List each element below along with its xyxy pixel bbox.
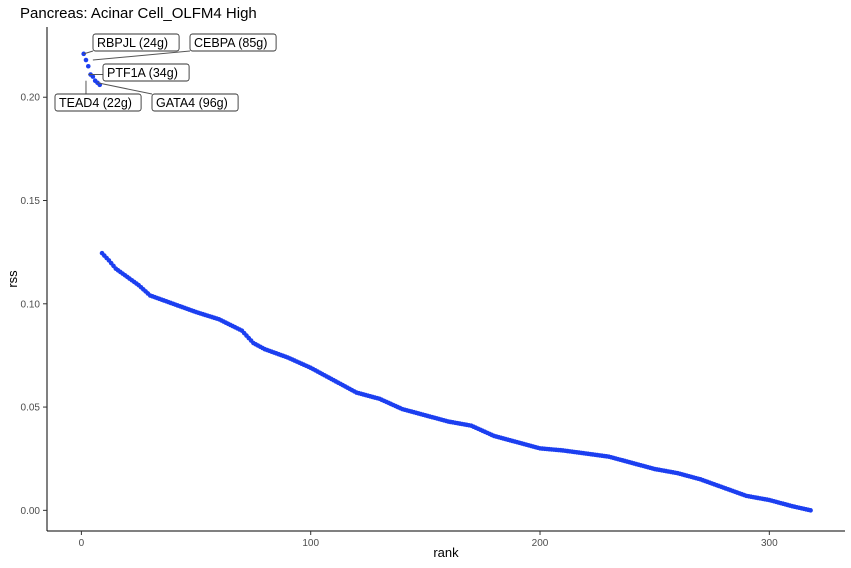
- callout-box: [92, 33, 180, 52]
- chart-title: Pancreas: Acinar Cell_OLFM4 High: [20, 5, 257, 22]
- x-tick-label: 200: [532, 538, 549, 549]
- callout-labels: RBPJL (24g) CEBPA (85g) PTF1A (34g) TEAD4 (…: [54, 33, 277, 112]
- callout-connector: [92, 50, 191, 61]
- y-tick-label: 0.20: [21, 93, 41, 104]
- data-point: [83, 57, 89, 63]
- callout-box: [189, 33, 277, 52]
- x-axis-ticks: 0 100 200 300: [79, 531, 778, 549]
- x-tick-label: 0: [79, 538, 85, 549]
- y-tick-label: 0.05: [21, 403, 41, 414]
- x-tick-label: 300: [761, 538, 778, 549]
- y-axis-title: rss: [5, 270, 20, 288]
- callout-label: PTF1A (34g): [107, 66, 178, 80]
- data-point: [90, 74, 96, 79]
- callout-label: TEAD4 (22g): [59, 96, 132, 110]
- x-tick-label: 100: [302, 538, 319, 549]
- data-points: [81, 51, 813, 513]
- callout-box: [54, 93, 142, 112]
- data-point: [808, 508, 813, 513]
- y-tick-label: 0.00: [21, 506, 41, 517]
- y-axis-ticks: 0.00 0.05 0.10 0.15 0.20: [21, 93, 47, 517]
- y-tick-label: 0.15: [21, 196, 41, 207]
- callout-label: CEBPA (85g): [194, 36, 267, 50]
- x-axis-title: rank: [433, 545, 459, 560]
- callout-label: GATA4 (96g): [156, 96, 228, 110]
- callout-connector: [83, 50, 94, 55]
- y-tick-label: 0.10: [21, 299, 41, 310]
- callout-connector: [97, 82, 153, 95]
- data-point: [85, 63, 91, 69]
- callout-box: [102, 63, 190, 82]
- callout-box: [151, 93, 239, 112]
- callout-label: RBPJL (24g): [97, 36, 168, 50]
